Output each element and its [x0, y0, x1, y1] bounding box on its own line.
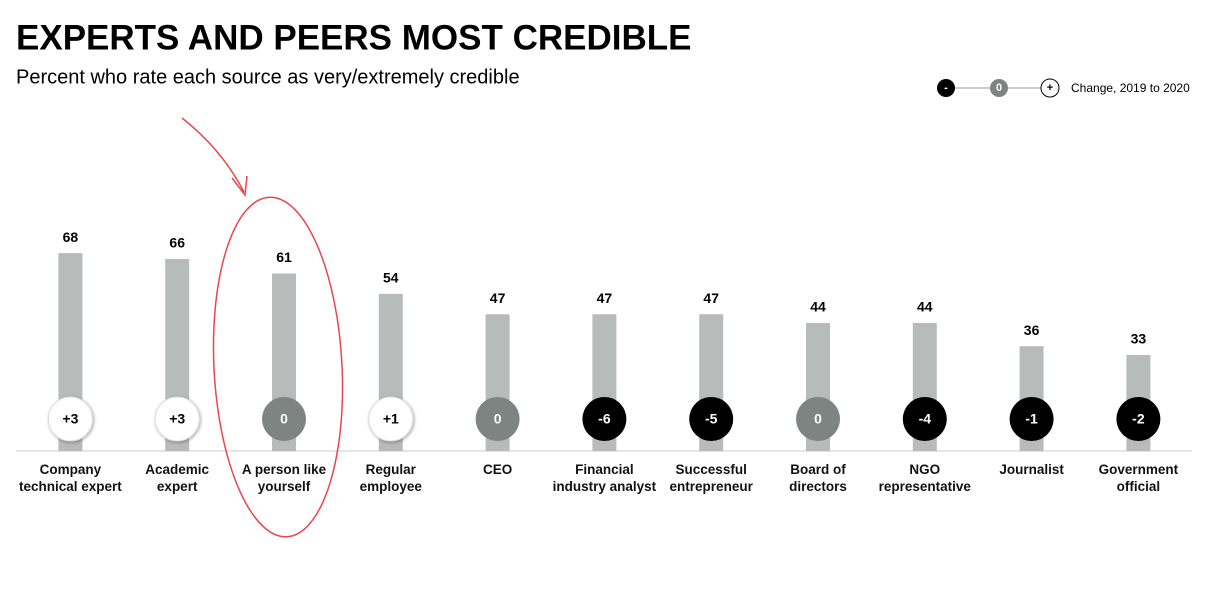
- legend: - 0 + Change, 2019 to 2020: [937, 78, 1190, 98]
- change-marker: [582, 397, 627, 441]
- change-label: +1: [383, 411, 399, 427]
- change-marker: [154, 396, 200, 442]
- change-label: -6: [598, 411, 611, 427]
- chart-title: EXPERTS AND PEERS MOST CREDIBLE: [16, 18, 691, 57]
- chart-subtitle: Percent who rate each source as very/ext…: [16, 66, 520, 88]
- change-label: -4: [919, 411, 932, 427]
- data-label: 66: [169, 235, 185, 251]
- x-tick-label: Academic expert: [145, 462, 210, 494]
- change-label: 0: [494, 411, 502, 427]
- change-label: +3: [169, 411, 185, 427]
- legend-label: +: [1047, 82, 1053, 94]
- data-label: 44: [810, 299, 826, 315]
- legend-title: Change, 2019 to 2020: [1071, 81, 1190, 95]
- data-label: 54: [383, 270, 399, 286]
- x-tick-label: Government official: [1098, 462, 1179, 494]
- data-label: 36: [1024, 322, 1040, 338]
- data-label: 33: [1131, 331, 1147, 347]
- change-marker: [262, 397, 306, 441]
- change-label: +3: [62, 411, 78, 427]
- change-marker: [1116, 397, 1161, 441]
- data-label: 44: [917, 299, 933, 315]
- change-marker: [475, 397, 520, 441]
- annotation-arrow: [181, 117, 245, 193]
- change-label: 0: [814, 411, 822, 427]
- change-label: -1: [1025, 411, 1038, 427]
- annotation-arrowhead: [231, 175, 248, 197]
- data-label: 47: [490, 290, 506, 306]
- x-tick-label: Board of directors: [789, 462, 847, 494]
- change-marker: [368, 396, 414, 442]
- legend-label: -: [944, 82, 948, 94]
- change-marker: [689, 397, 734, 441]
- legend-marker: [990, 79, 1008, 97]
- data-label: 68: [63, 229, 79, 245]
- legend-marker: [1040, 78, 1060, 98]
- change-marker: [796, 397, 840, 441]
- x-tick-label: Regular employee: [359, 462, 422, 494]
- legend-label: 0: [996, 82, 1002, 94]
- data-label: 47: [597, 290, 613, 306]
- change-marker: [47, 396, 93, 442]
- legend-marker: [937, 79, 955, 97]
- x-tick-label: Financial industry analyst: [552, 462, 657, 494]
- x-tick-label: Successful entrepreneur: [669, 462, 753, 494]
- change-label: -5: [705, 411, 718, 427]
- change-label: 0: [280, 411, 288, 427]
- x-tick-label: Journalist: [999, 462, 1064, 477]
- x-tick-label: CEO: [482, 462, 513, 477]
- x-tick-label: A person like yourself: [241, 462, 327, 494]
- data-label: 61: [276, 249, 292, 265]
- change-marker: [902, 397, 947, 441]
- data-label: 47: [703, 290, 719, 306]
- annotation-circle: [212, 196, 344, 538]
- change-label: -2: [1132, 411, 1145, 427]
- change-marker: [1009, 397, 1054, 441]
- x-tick-label: Company technical expert: [18, 462, 122, 494]
- x-tick-label: NGO representative: [878, 462, 971, 494]
